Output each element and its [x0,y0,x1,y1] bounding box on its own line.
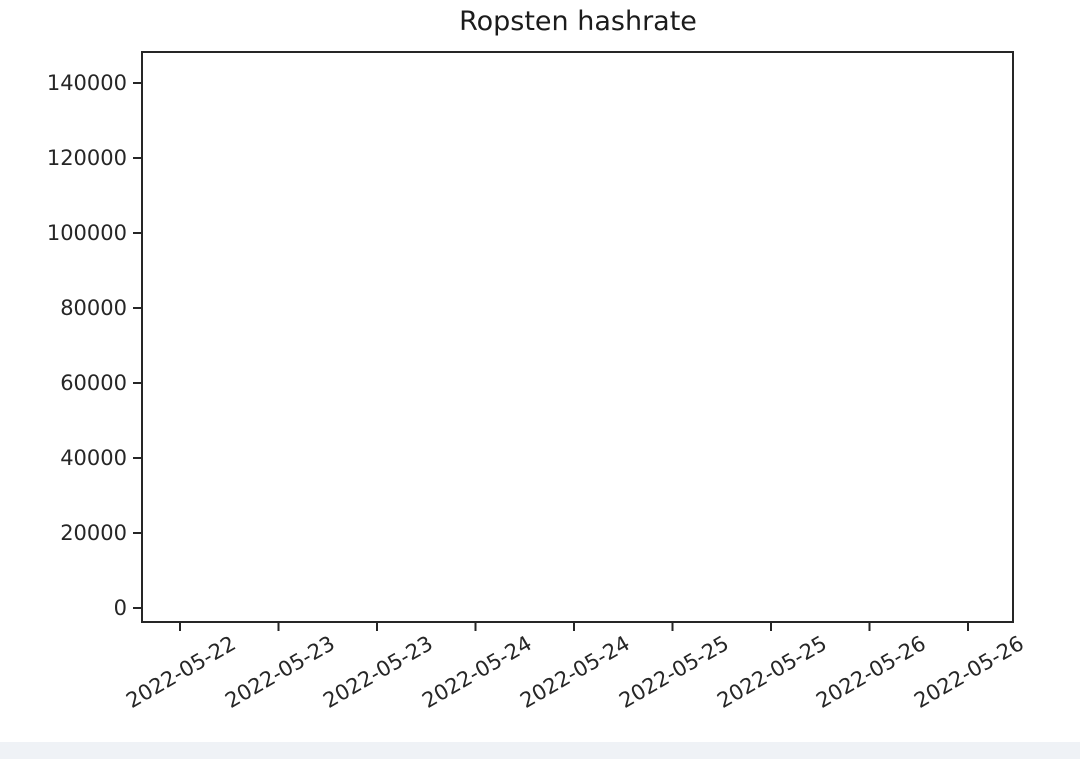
chart-title: Ropsten hashrate [459,6,697,37]
y-tick-label: 40000 [60,446,127,470]
y-tick-label: 60000 [60,371,127,395]
y-tick-label: 100000 [46,221,127,245]
y-tick-label: 120000 [46,146,127,170]
plot-border [141,51,1014,623]
y-tick-label: 0 [113,596,127,620]
bottom-bar [0,742,1080,759]
y-tick-label: 80000 [60,296,127,320]
y-tick-label: 20000 [60,521,127,545]
y-tick-label: 140000 [46,71,127,95]
